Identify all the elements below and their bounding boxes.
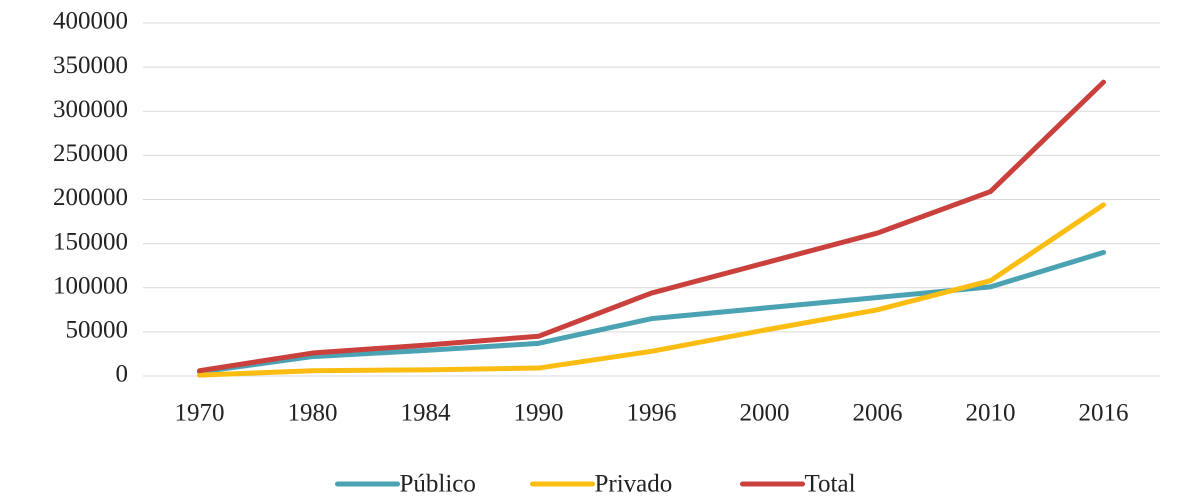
x-tick-label: 2006 <box>853 400 903 427</box>
x-tick-label: 1970 <box>175 400 225 427</box>
y-tick-label: 300000 <box>53 96 128 123</box>
series-line <box>197 202 1106 378</box>
series-line <box>197 79 1106 374</box>
x-tick-label: 1996 <box>627 400 677 427</box>
y-tick-label: 400000 <box>53 8 128 35</box>
y-tick-label: 150000 <box>53 228 128 255</box>
x-tick-label: 1980 <box>288 400 338 427</box>
x-tick-label: 2010 <box>966 400 1016 427</box>
legend-label: Total <box>805 471 856 498</box>
series-line <box>197 249 1106 375</box>
y-tick-label: 0 <box>116 361 129 388</box>
legend-label: Privado <box>595 471 673 498</box>
legend-label: Público <box>400 471 476 498</box>
y-tick-label: 350000 <box>53 52 128 79</box>
x-tick-label: 1990 <box>514 400 564 427</box>
y-tick-label: 200000 <box>53 184 128 211</box>
y-tick-label: 100000 <box>53 272 128 299</box>
x-tick-label: 2000 <box>740 400 790 427</box>
x-tick-label: 2016 <box>1079 400 1129 427</box>
x-tick-label: 1984 <box>401 400 452 427</box>
y-tick-label: 50000 <box>66 317 129 344</box>
y-tick-label: 250000 <box>53 140 128 167</box>
